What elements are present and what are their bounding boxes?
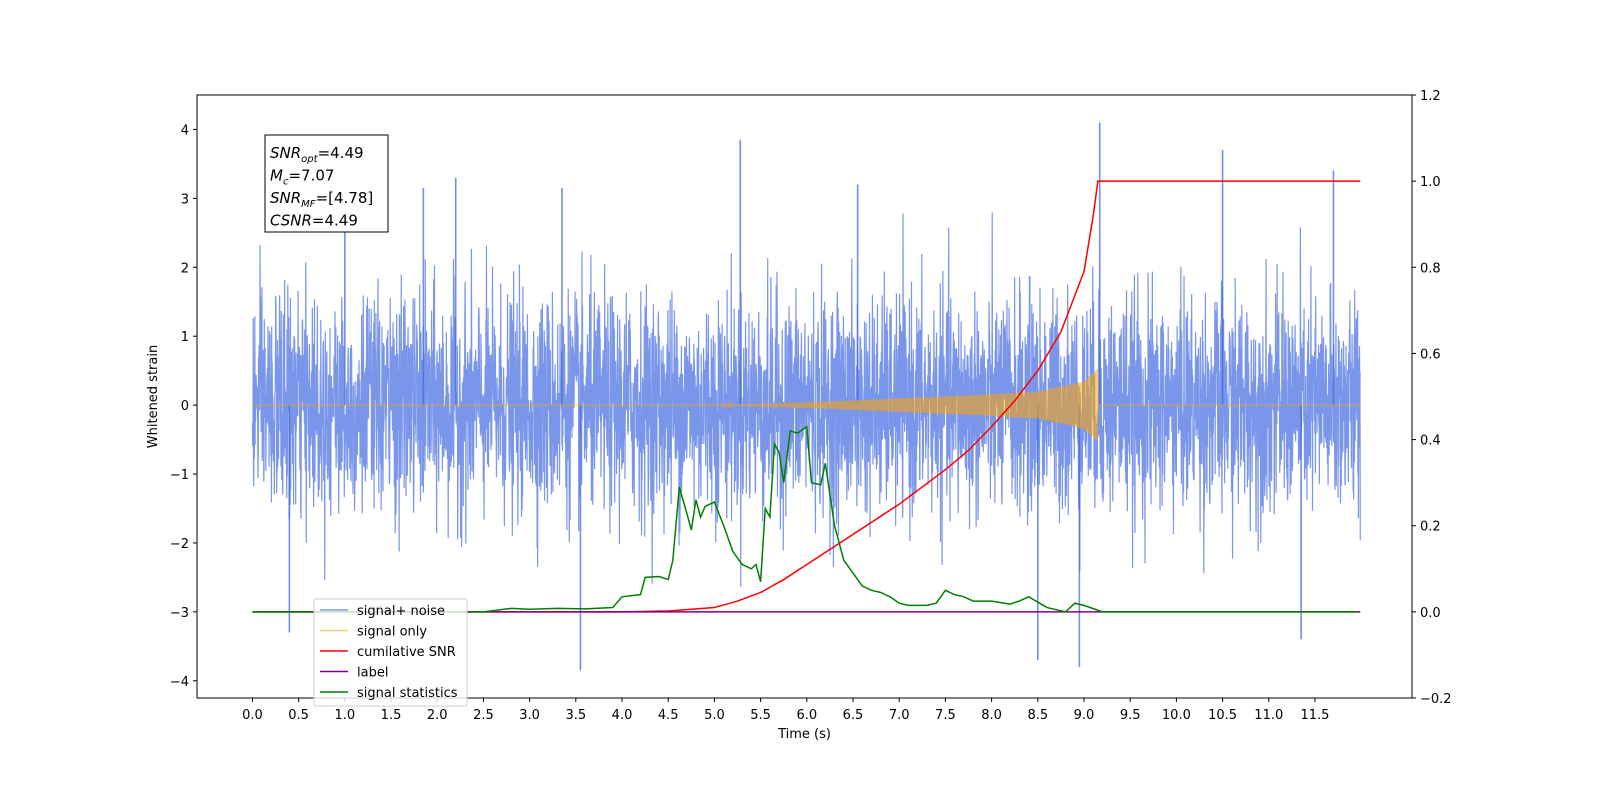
y2-tick-label: 0.0	[1420, 606, 1441, 621]
x-tick-label: 2.5	[473, 708, 494, 723]
annotation-value: =7.07	[288, 167, 334, 185]
x-tick-label: 6.5	[843, 708, 864, 723]
x-tick-label: 5.5	[750, 708, 771, 723]
y2-tick-label: 0.8	[1420, 261, 1441, 276]
x-tick-label: 5.0	[704, 708, 725, 723]
annotation-line: Mc=7.07	[270, 167, 334, 188]
annotation-symbol: CSNR	[270, 212, 312, 230]
legend-label: cumilative SNR	[357, 645, 456, 660]
y-tick-label: 4	[181, 123, 189, 138]
annotation-subscript: MF	[301, 199, 316, 210]
annotation-symbol: SNR	[270, 189, 301, 207]
annotation-value: =[4.78]	[316, 189, 374, 207]
legend-label: signal statistics	[357, 686, 458, 701]
annotation-symbol: M	[270, 167, 283, 185]
x-tick-label: 0.5	[288, 708, 309, 723]
x-tick-label: 2.0	[427, 708, 448, 723]
annotation-value: =4.49	[312, 212, 358, 230]
y2-tick-label: −0.2	[1420, 692, 1452, 707]
y-tick-label: −4	[170, 675, 189, 690]
y-tick-label: −2	[170, 537, 189, 552]
annotation-line: SNRMF=[4.78]	[270, 189, 373, 210]
annotation-box	[264, 134, 389, 233]
x-axis-label: Time (s)	[777, 727, 831, 742]
y-tick-label: −3	[170, 606, 189, 621]
annotation-line: CSNR=4.49	[270, 212, 358, 230]
x-tick-label: 9.0	[1074, 708, 1095, 723]
legend-label: signal only	[357, 625, 427, 640]
y2-tick-label: 0.2	[1420, 520, 1441, 535]
x-tick-label: 11.5	[1301, 708, 1330, 723]
axes-frame	[196, 94, 1413, 699]
legend-layer: signal+ noise signal only cumilative SNR la…	[313, 598, 468, 707]
x-tick-label: 4.5	[658, 708, 679, 723]
x-tick-label: 8.0	[981, 708, 1002, 723]
x-tick-label: 11.0	[1254, 708, 1283, 723]
y-tick-label: 3	[181, 192, 189, 207]
series-signal-statistics	[252, 425, 1357, 613]
annotation-value: =4.49	[318, 144, 364, 162]
y2-tick-label: 1.0	[1420, 175, 1441, 190]
x-tick-label: 6.0	[796, 708, 817, 723]
y-axis-label: Whitened strain	[146, 345, 161, 448]
y2-tick-label: 0.6	[1420, 347, 1441, 362]
annotation-symbol: SNR	[270, 144, 301, 162]
series-cumilative-snr	[252, 180, 1361, 613]
x-tick-label: 9.5	[1120, 708, 1141, 723]
x-tick-label: 3.0	[519, 708, 540, 723]
legend-label: signal+ noise	[357, 604, 445, 619]
legend-box	[313, 598, 468, 707]
x-tick-label: 10.5	[1208, 708, 1237, 723]
y-tick-label: 2	[181, 261, 189, 276]
y-tick-label: 0	[181, 399, 189, 414]
annotation-subscript: opt	[301, 154, 318, 165]
y2-tick-label: 1.2	[1420, 89, 1441, 104]
x-tick-label: 4.0	[612, 708, 633, 723]
x-tick-label: 10.0	[1162, 708, 1191, 723]
series-signal-noise-peaks	[288, 122, 1335, 671]
x-tick-label: 8.5	[1027, 708, 1048, 723]
series-signal-only	[252, 369, 1361, 440]
y-tick-label: 1	[181, 330, 189, 345]
x-tick-label: 0.0	[242, 708, 263, 723]
y-tick-label: −1	[170, 468, 189, 483]
x-tick-label: 1.5	[381, 708, 402, 723]
y2-tick-label: 0.4	[1420, 434, 1441, 449]
x-tick-label: 7.5	[935, 708, 956, 723]
x-tick-label: 7.0	[889, 708, 910, 723]
axis-layer: 0.0 0.5 1.0 1.5 2.0 2.5 3.0 3.5 4.0 4.5 5.0 5.5 6.0 6…	[170, 89, 1452, 723]
annotation-line: SNRopt=4.49	[270, 144, 364, 165]
annotation-subscript: c	[283, 177, 289, 188]
x-tick-label: 3.5	[565, 708, 586, 723]
x-tick-label: 1.0	[334, 708, 355, 723]
legend-label: label	[357, 666, 388, 681]
